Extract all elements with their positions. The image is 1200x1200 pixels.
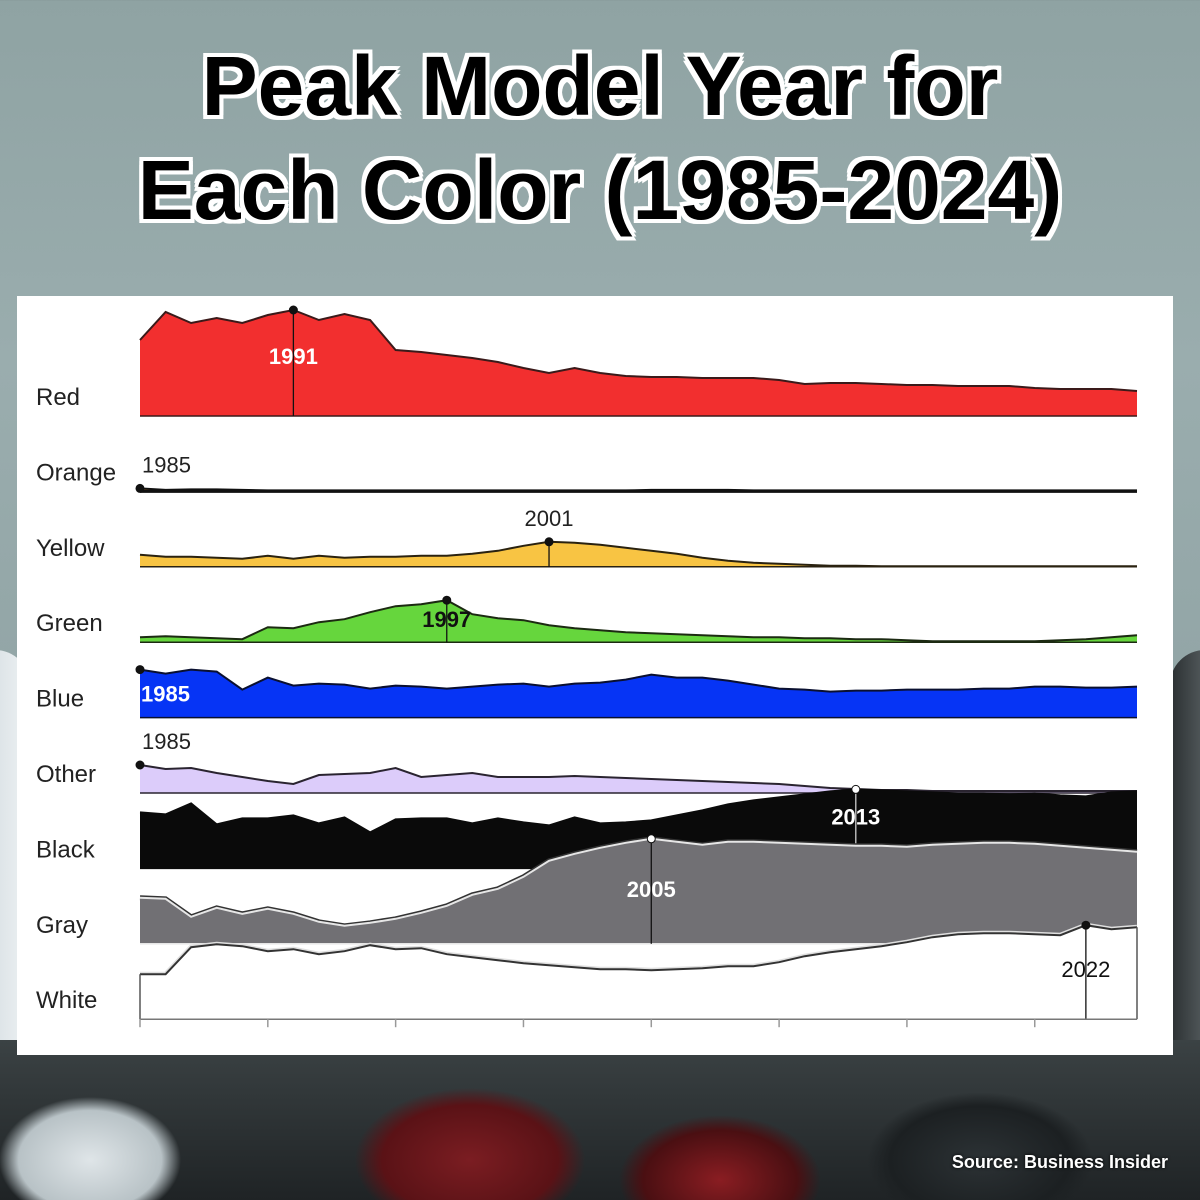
- source-credit: Source: Business Insider: [951, 1152, 1168, 1172]
- peak-dot-other: [135, 760, 145, 770]
- row-label-red: Red: [36, 384, 80, 411]
- chart-title-line-1: Peak Model Year for: [201, 39, 999, 133]
- area-outline-blue: [139, 668, 1138, 693]
- row-label-other: Other: [36, 761, 96, 788]
- row-label-black: Black: [36, 836, 96, 863]
- peak-label-red: 1991: [269, 344, 318, 369]
- peak-dot-blue: [135, 665, 145, 675]
- row-label-blue: Blue: [36, 686, 84, 713]
- peak-dot-yellow: [544, 537, 554, 547]
- peak-dot-black: [851, 784, 861, 794]
- area-outline-green: [139, 599, 1138, 643]
- peak-dot-white: [1081, 920, 1091, 930]
- area-gray: [140, 838, 1137, 944]
- area-yellow: [140, 541, 1137, 567]
- peak-dot-gray: [646, 834, 656, 844]
- peak-dot-red: [288, 305, 298, 315]
- peak-label-yellow: 2001: [525, 506, 574, 531]
- row-label-yellow: Yellow: [36, 535, 105, 562]
- area-red: [140, 310, 1137, 416]
- peak-dot-orange: [135, 483, 145, 493]
- row-label-white: White: [36, 987, 97, 1014]
- peak-label-black: 2013: [831, 804, 880, 829]
- peak-label-gray: 2005: [627, 877, 676, 902]
- peak-dot-green: [442, 595, 452, 605]
- row-label-green: Green: [36, 610, 103, 637]
- chart-title-line-2: Each Color (1985-2024): [137, 143, 1063, 237]
- area-outline-white: [140, 924, 1138, 976]
- row-label-gray: Gray: [36, 912, 88, 939]
- peak-label-orange: 1985: [142, 452, 191, 477]
- peak-label-green: 1997: [422, 607, 471, 632]
- area-outline-gray: [139, 837, 1138, 927]
- area-blue: [140, 669, 1137, 718]
- area-outline-black: [139, 788, 1138, 834]
- background-car-right: [1170, 650, 1200, 1070]
- background-parked-cars: [0, 1040, 1200, 1200]
- area-outline-other: [139, 764, 1137, 792]
- area-green: [140, 600, 1137, 643]
- area-outline-red: [139, 308, 1138, 392]
- peak-label-other: 1985: [142, 729, 191, 754]
- row-label-orange: Orange: [36, 459, 116, 486]
- peak-label-blue: 1985: [141, 682, 190, 707]
- peak-label-white: 2022: [1061, 957, 1110, 982]
